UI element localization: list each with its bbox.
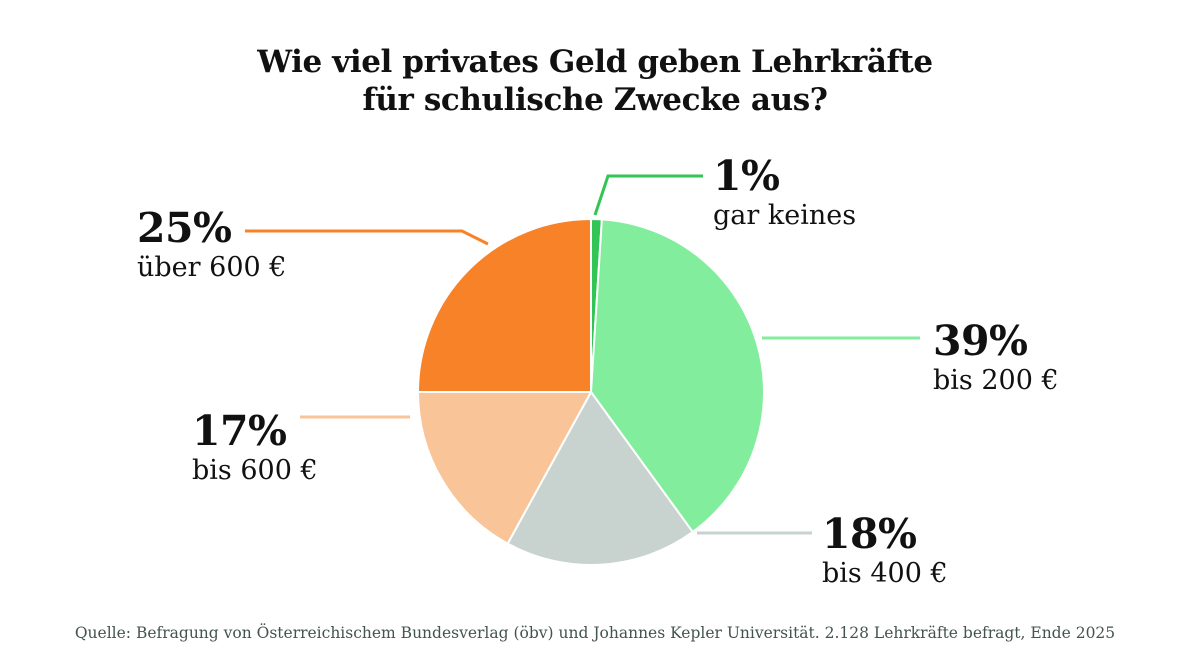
label-bis-200-text: bis 200 € (933, 365, 1059, 396)
pie-slice-bis-200 (590, 218, 766, 533)
label-bis-400-percent: 18% (822, 510, 917, 558)
source-note: Quelle: Befragung von Österreichischem B… (74, 624, 1116, 642)
label-bis-600: 17% bis 600 € (192, 409, 318, 487)
label-gar-keines-percent: 1% (713, 152, 780, 200)
label-ueber-600-text: über 600 € (137, 252, 287, 283)
pie-slice-bis-400 (506, 391, 694, 566)
label-bis-200-percent: 39% (933, 317, 1028, 365)
label-ueber-600: 25% über 600 € (137, 206, 286, 284)
label-ueber-600-percent: 25% (137, 204, 232, 252)
label-gar-keines: 1% gar keines (713, 154, 856, 232)
label-bis-400: 18% bis 400 € (822, 512, 948, 590)
label-bis-200: 39% bis 200 € (933, 319, 1059, 397)
pie-slice-ueber-600 (417, 218, 592, 393)
leader-line-ueber-600 (245, 229, 489, 246)
pie-slice-bis-600 (417, 391, 592, 545)
chart-title-line2: für schulische Zwecke aus? (362, 82, 828, 118)
label-bis-400-text: bis 400 € (822, 558, 948, 589)
pie-slices (417, 217, 766, 566)
label-bis-600-text: bis 600 € (192, 455, 318, 486)
leader-line-gar-keines (593, 174, 703, 216)
chart-title-line1: Wie viel privates Geld geben Lehrkräfte (257, 44, 933, 80)
label-gar-keines-text: gar keines (713, 200, 857, 231)
chart-title: Wie viel privates Geld geben Lehrkräfte … (0, 43, 1190, 119)
label-bis-600-percent: 17% (192, 407, 287, 455)
